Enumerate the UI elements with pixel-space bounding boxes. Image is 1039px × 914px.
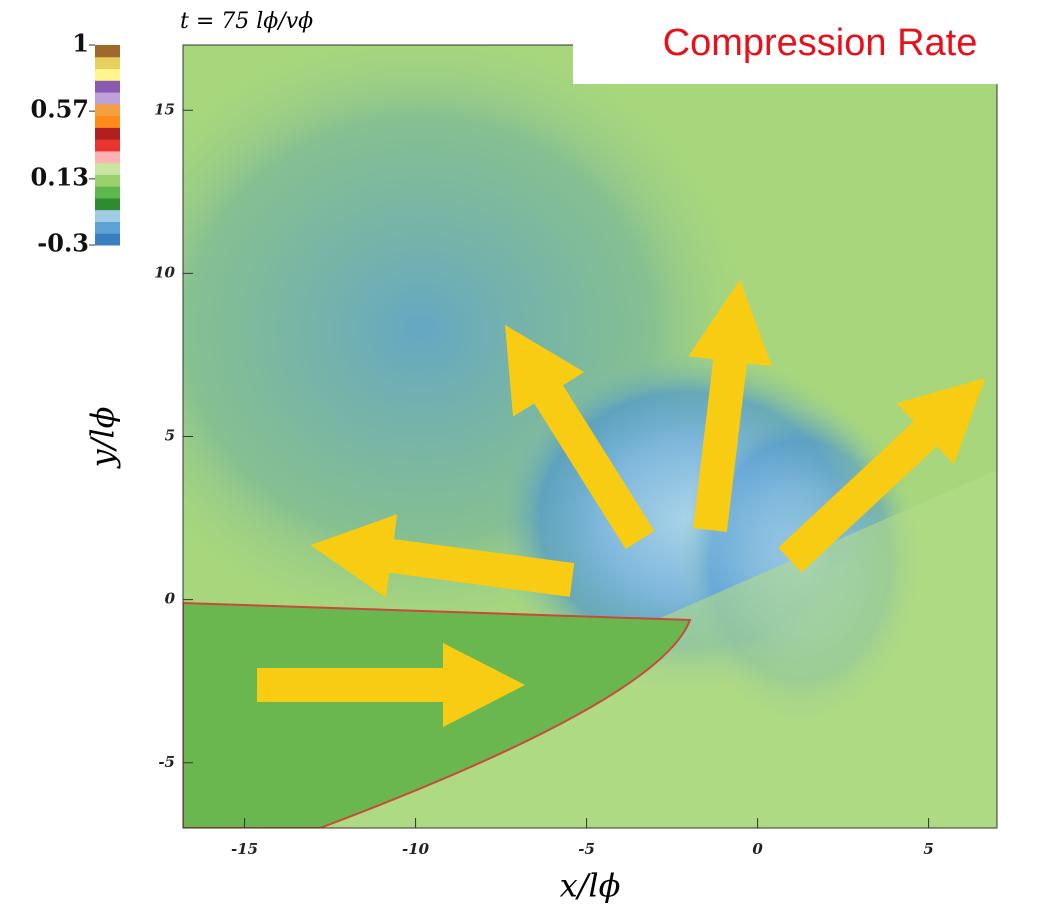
subtitle: t = 75 lϕ/vϕ bbox=[180, 9, 313, 34]
x-tick-label: -15 bbox=[231, 840, 258, 858]
title-box bbox=[573, 0, 1039, 84]
colorbar-swatch bbox=[95, 92, 120, 105]
field-image bbox=[183, 45, 997, 828]
colorbar-swatch bbox=[95, 80, 120, 93]
colorbar-swatch bbox=[95, 186, 120, 199]
chart-title: Compression Rate bbox=[663, 22, 978, 64]
x-tick-label: -5 bbox=[578, 840, 595, 858]
y-tick-label: 5 bbox=[165, 427, 175, 445]
colorbar-swatch bbox=[95, 103, 120, 117]
colorbar-swatch bbox=[95, 174, 120, 187]
arrows bbox=[257, 279, 986, 727]
x-tick-label: 0 bbox=[752, 840, 763, 858]
colorbar-swatch bbox=[95, 197, 120, 211]
colorbar-swatch bbox=[95, 233, 120, 246]
colorbar-tick-label: 0.13 bbox=[31, 162, 89, 191]
colorbar-swatch bbox=[95, 68, 120, 81]
y-tick-label: 10 bbox=[154, 263, 175, 281]
y-axis-label: y/lϕ bbox=[84, 406, 122, 469]
colorbar-swatch bbox=[95, 221, 120, 234]
colorbar-swatch bbox=[95, 45, 120, 58]
colorbar-swatch bbox=[95, 56, 120, 70]
colorbar-swatch bbox=[95, 115, 120, 128]
x-tick-label: 5 bbox=[923, 840, 933, 858]
x-axis-label: x/lϕ bbox=[560, 867, 621, 905]
colorbar-swatch bbox=[95, 127, 120, 140]
colorbar-swatch bbox=[95, 139, 120, 152]
y-tick-label: -5 bbox=[158, 753, 175, 771]
y-tick-label: 0 bbox=[165, 590, 176, 608]
colorbar-tick-label: -0.3 bbox=[37, 229, 89, 258]
colorbar-swatch bbox=[95, 209, 120, 222]
x-tick-label: -10 bbox=[402, 840, 430, 858]
colorbar-swatch bbox=[95, 150, 120, 164]
colorbar-swatch bbox=[95, 162, 120, 175]
y-tick-label: 15 bbox=[154, 100, 175, 118]
colorbar-tick-label: 0.57 bbox=[31, 95, 89, 124]
colorbar-tick-label: 1 bbox=[72, 29, 89, 58]
